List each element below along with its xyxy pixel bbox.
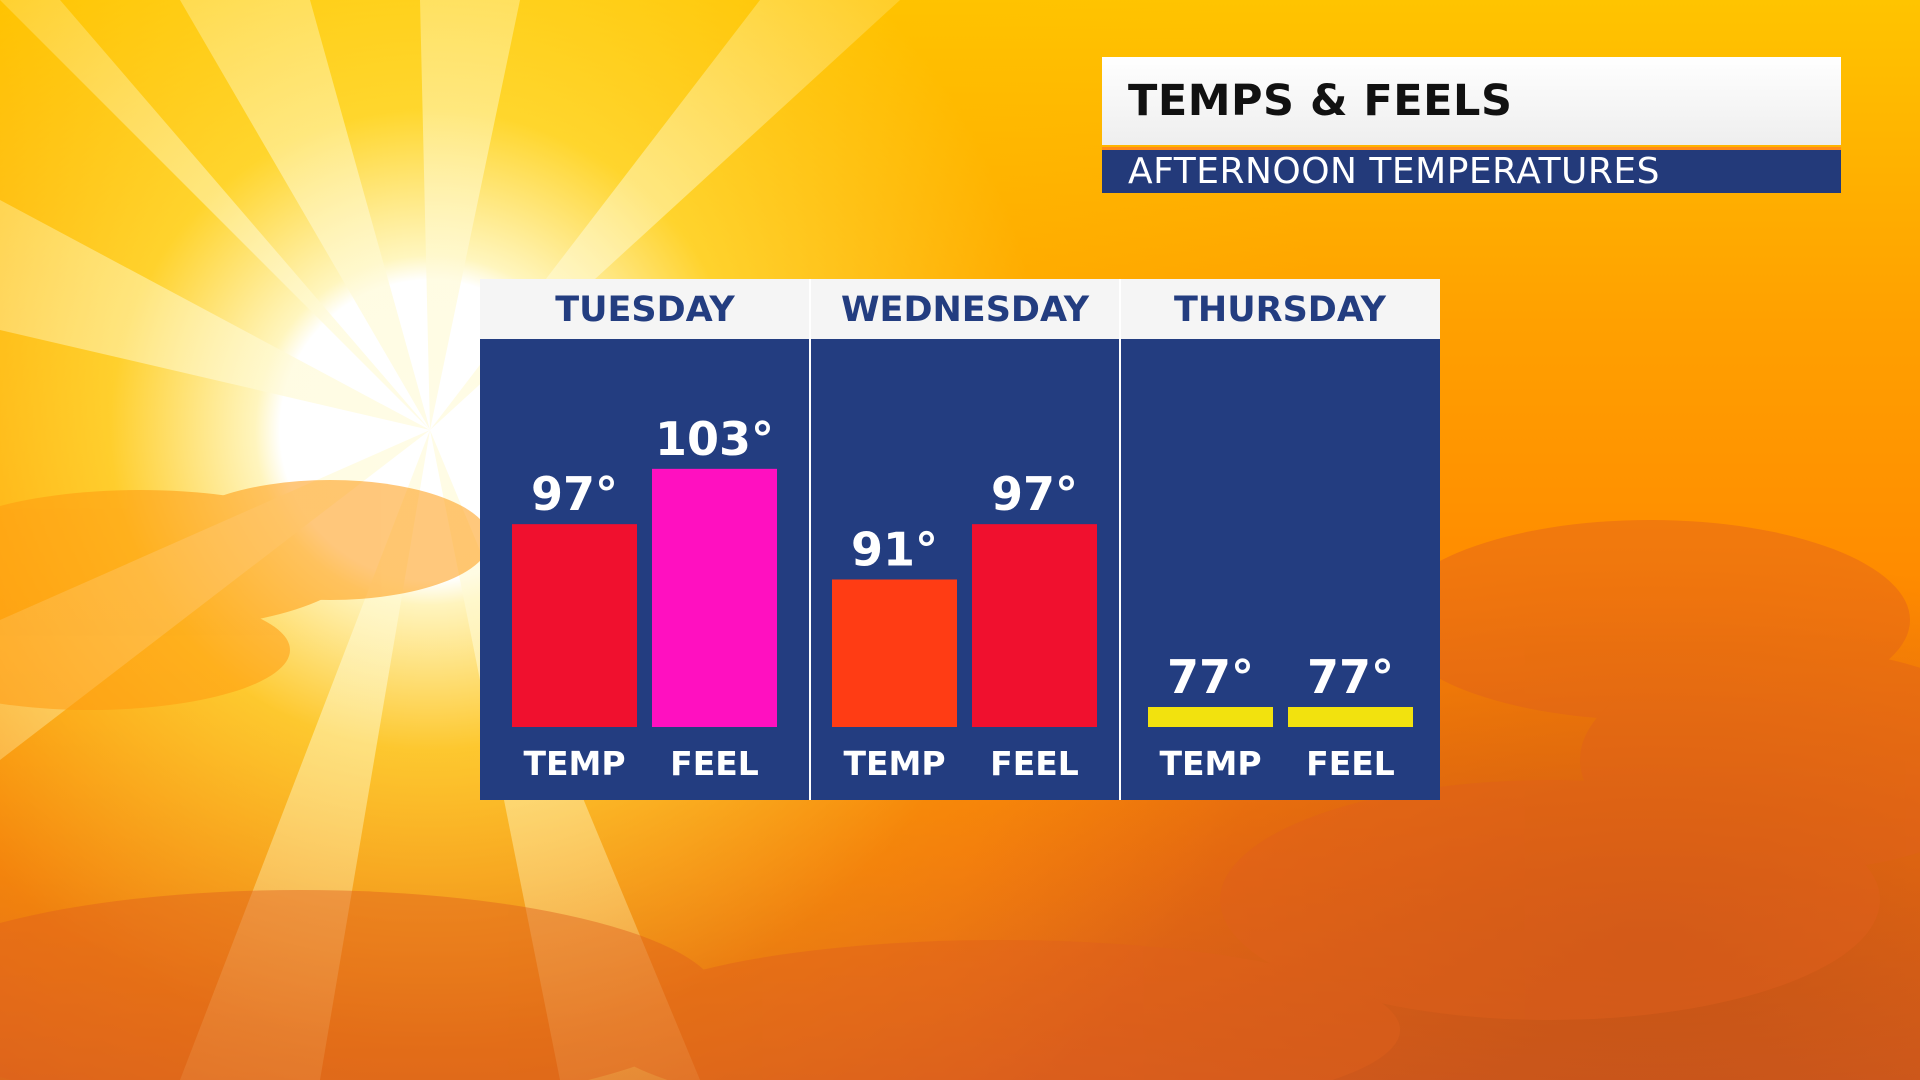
value-label-thursday-temp: 77° <box>1167 650 1254 704</box>
bar-thursday-temp <box>1148 707 1273 727</box>
series-label-wednesday-feel: FEEL <box>990 744 1079 783</box>
day-label-wednesday: WEDNESDAY <box>841 290 1090 330</box>
subtitle-bar: AFTERNOON TEMPERATURES <box>1102 147 1841 193</box>
series-label-tuesday-temp: TEMP <box>523 744 625 783</box>
series-label-thursday-feel: FEEL <box>1306 744 1395 783</box>
value-label-thursday-feel: 77° <box>1307 650 1394 704</box>
title-bar: TEMPS & FEELS <box>1102 57 1841 145</box>
bar-tuesday-feel <box>652 468 777 727</box>
day-header-bar <box>480 279 1440 339</box>
bar-wednesday-temp <box>832 579 957 727</box>
series-label-wednesday-temp: TEMP <box>843 744 945 783</box>
chart-panel <box>480 339 1440 800</box>
bar-wednesday-feel <box>972 524 1097 727</box>
bar-tuesday-temp <box>512 524 637 727</box>
day-label-thursday: THURSDAY <box>1174 290 1387 330</box>
chart-title: TEMPS & FEELS <box>1128 76 1513 126</box>
chart-canvas: TUESDAY 97° TEMP 103° FEEL WEDNESDAY 91° TEMP 97… <box>480 279 1440 800</box>
value-label-wednesday-temp: 91° <box>851 522 938 576</box>
value-label-tuesday-temp: 97° <box>531 467 618 521</box>
day-label-tuesday: TUESDAY <box>555 290 735 330</box>
bar-thursday-feel <box>1288 707 1413 727</box>
value-label-tuesday-feel: 103° <box>655 412 774 466</box>
series-label-tuesday-feel: FEEL <box>670 744 759 783</box>
value-label-wednesday-feel: 97° <box>991 467 1078 521</box>
temps-feels-chart: TUESDAY 97° TEMP 103° FEEL WEDNESDAY 91° TEMP 97… <box>480 279 1440 800</box>
chart-subtitle: AFTERNOON TEMPERATURES <box>1128 151 1661 192</box>
series-label-thursday-temp: TEMP <box>1159 744 1261 783</box>
